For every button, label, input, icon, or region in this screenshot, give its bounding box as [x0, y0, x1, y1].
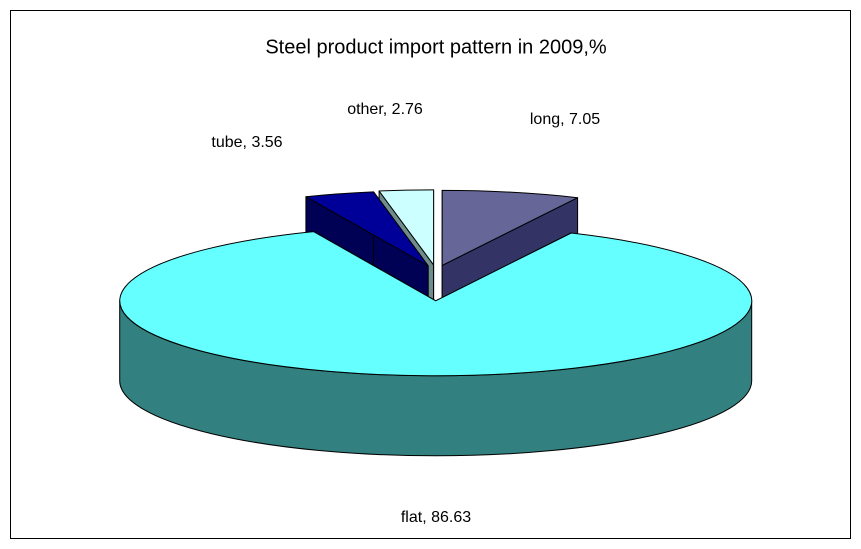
slice: [378, 189, 435, 266]
data-label: flat, 86.63: [401, 509, 471, 526]
data-label: tube, 3.56: [211, 134, 282, 151]
chart-title: Steel product import pattern in 2009,%: [265, 36, 607, 58]
slice: [119, 231, 753, 377]
data-label: long, 7.05: [530, 111, 600, 128]
slice: [305, 191, 429, 267]
slice: [441, 189, 579, 266]
data-label: other, 2.76: [347, 101, 423, 118]
